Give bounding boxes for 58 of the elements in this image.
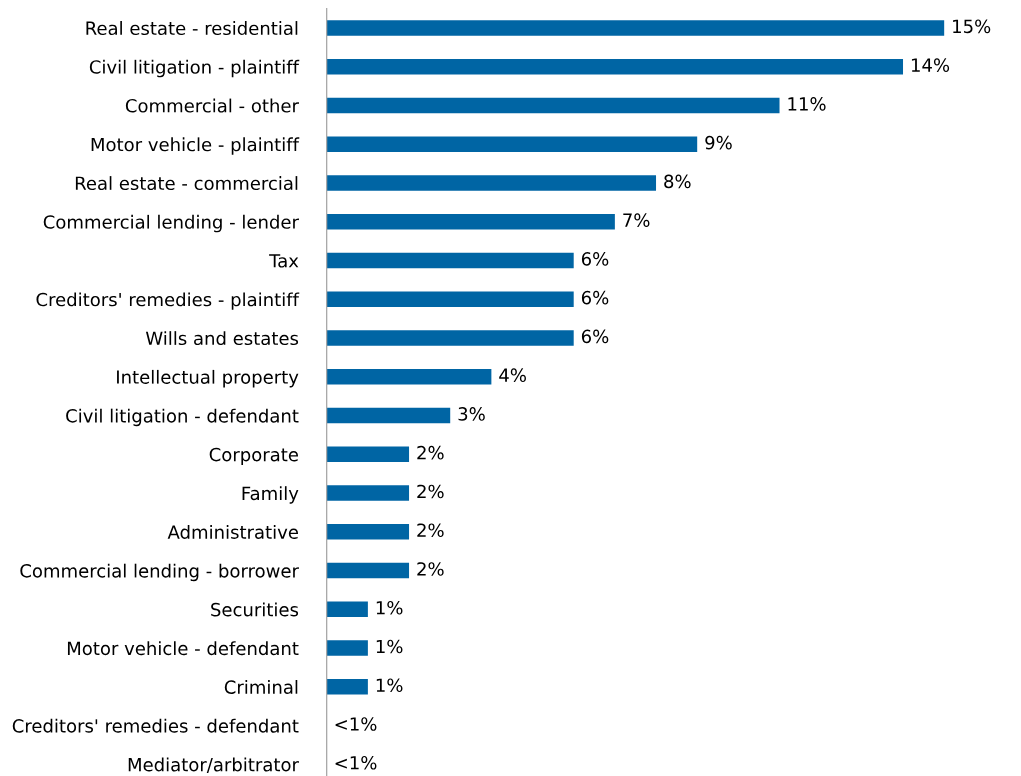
y-tick-label: Commercial - other — [125, 98, 299, 113]
bar — [326, 330, 574, 346]
data-label: 14% — [911, 58, 950, 72]
y-tick-label: Motor vehicle - plaintiff — [91, 137, 300, 155]
data-label: 2% — [417, 445, 444, 460]
bar — [326, 175, 657, 191]
y-tick-label: Motor vehicle - defendant — [67, 641, 299, 656]
bar — [326, 407, 451, 424]
bar — [326, 136, 698, 152]
bar — [326, 679, 368, 695]
y-tick-label: Family — [242, 486, 299, 504]
data-label: 2% — [417, 523, 444, 538]
data-label: 2% — [417, 562, 444, 576]
y-tick-label: Securities — [211, 602, 299, 617]
bar — [326, 213, 615, 230]
bar — [326, 58, 904, 75]
y-tick-label: Tax — [269, 254, 299, 268]
data-label: 15% — [953, 19, 991, 34]
y-tick-label: Intellectual property — [117, 369, 299, 388]
bar — [326, 524, 410, 540]
data-label: 6% — [581, 290, 609, 305]
y-tick-label: Civil litigation - defendant — [66, 408, 299, 427]
y-tick-label: Wills and estates — [145, 331, 299, 346]
y-tick-label: Creditors' remedies - plaintiff — [36, 292, 300, 310]
bar — [326, 485, 410, 501]
bar — [326, 291, 574, 307]
data-label: 8% — [664, 174, 691, 189]
data-label: 3% — [458, 407, 485, 421]
data-label: 1% — [376, 600, 403, 615]
data-label: 4% — [499, 368, 526, 382]
y-tick-label: Real estate - commercial — [75, 176, 298, 191]
y-tick-label: Administrative — [167, 524, 298, 539]
y-tick-label: Commercial lending - borrower — [20, 563, 299, 582]
y-tick-label: Corporate — [209, 447, 298, 465]
bar — [326, 20, 945, 36]
bar — [326, 369, 492, 385]
data-label: 11% — [788, 97, 826, 111]
data-label: 6% — [581, 329, 609, 344]
y-tick-label: Civil litigation - plaintiff — [89, 59, 300, 78]
bar — [326, 446, 410, 463]
bar — [326, 252, 574, 269]
y-tick-label: Criminal — [224, 679, 298, 694]
bar — [326, 97, 780, 114]
data-label: 9% — [705, 135, 732, 150]
data-label: 7% — [623, 213, 650, 227]
data-label: 2% — [417, 484, 444, 499]
data-label: 1% — [376, 639, 403, 654]
bar — [326, 640, 368, 656]
data-label: <1% — [335, 717, 377, 731]
y-tick-label: Mediator/arbitrator — [128, 757, 299, 773]
data-label: 6% — [581, 252, 609, 266]
bar — [326, 562, 410, 579]
data-label: <1% — [335, 755, 377, 770]
y-tick-label: Real estate - residential — [86, 21, 298, 36]
y-tick-label: Creditors' remedies - defendant — [12, 718, 299, 733]
bar — [326, 601, 368, 618]
y-tick-label: Commercial lending - lender — [43, 214, 299, 233]
data-label: 1% — [376, 678, 403, 693]
